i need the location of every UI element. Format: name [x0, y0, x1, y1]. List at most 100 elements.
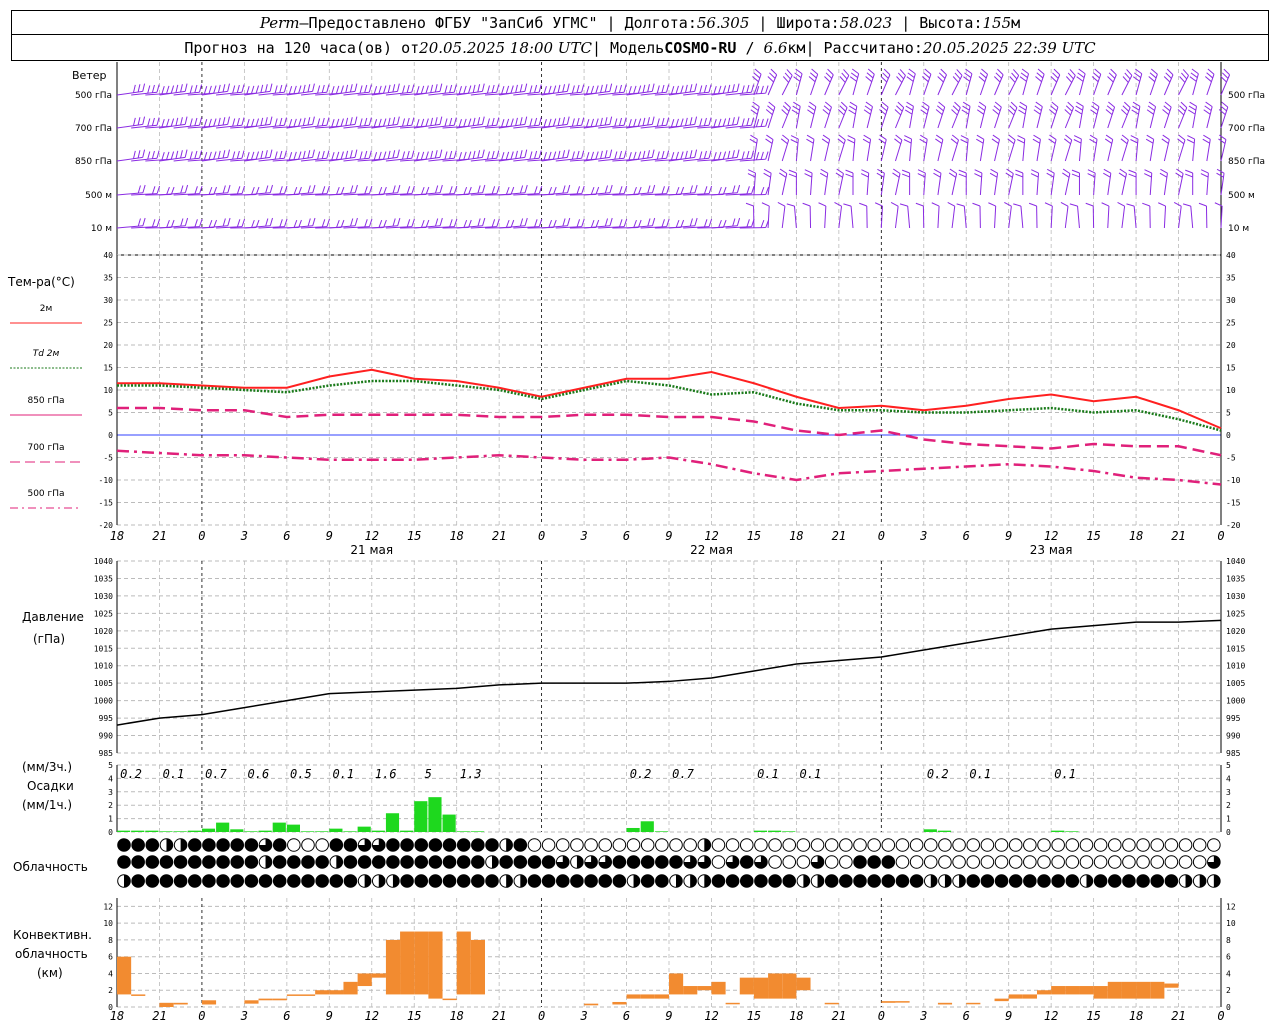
cloud-symbol-fill — [372, 855, 386, 869]
cloud-symbol-fill — [364, 874, 371, 888]
wind-barb — [894, 139, 903, 162]
cloud-symbol-fill — [400, 855, 414, 869]
cloud-symbol — [669, 838, 683, 852]
wind-barb-flag — [1092, 101, 1100, 108]
wind-barb-flag — [335, 118, 340, 127]
precip-total-label: 0.7 — [672, 767, 694, 781]
bottom-hour-label: 15 — [1086, 1009, 1100, 1023]
pressure-ytick-right: 990 — [1226, 732, 1241, 741]
wind-barb-flag — [919, 138, 927, 144]
wind-barb-flag — [765, 109, 773, 115]
precip-bar — [145, 830, 159, 832]
wind-barb-flag — [241, 185, 246, 194]
wind-barb-flag — [1108, 72, 1116, 79]
wind-barb-flag — [1147, 105, 1155, 111]
precip-total-label: 0.1 — [1054, 767, 1076, 781]
wind-barb-flag — [576, 117, 580, 126]
wind-barb-flag — [576, 84, 580, 93]
wind-barb-flag — [948, 172, 957, 178]
wind-barb — [1178, 206, 1182, 229]
wind-barb-flag — [491, 186, 496, 195]
wind-barb-flag — [529, 151, 533, 160]
wind-level-label-right: 700 гПа — [1228, 124, 1265, 134]
wind-barb-flag — [486, 85, 490, 94]
cloud-symbol — [1008, 838, 1023, 852]
wind-barb-flag — [468, 219, 472, 228]
wind-barb-flag — [768, 101, 776, 108]
wind-barb — [965, 73, 973, 96]
wind-barb-flag — [1110, 68, 1117, 76]
wind-barb-flag — [895, 134, 903, 141]
wind-barb-flag — [232, 85, 236, 94]
cloud-symbol-fill — [995, 874, 1008, 888]
cloud-symbol-fill — [485, 874, 499, 888]
wind-barb-flag — [769, 72, 776, 79]
wind-barb-flag — [781, 109, 788, 116]
wind-barb-flag — [1060, 201, 1069, 207]
wind-barb-flag — [609, 116, 613, 125]
cloud-symbol-fill — [230, 838, 244, 852]
cloud-symbol — [1192, 838, 1207, 852]
wind-barb-flag — [823, 105, 831, 112]
cloud-symbol — [1037, 838, 1051, 852]
wind-barb-flag — [156, 117, 160, 126]
bottom-hour-label: 18 — [789, 1009, 803, 1023]
cloud-symbol — [839, 855, 853, 869]
temp-hour-label: 0 — [538, 529, 545, 543]
longitude-value: 56.305 — [696, 13, 750, 32]
wind-barb-flag — [1173, 201, 1182, 207]
wind-barb-flag — [501, 152, 505, 160]
cloud-symbol — [895, 838, 910, 852]
wind-barb-flag — [1118, 172, 1126, 178]
wind-barb-flag — [425, 186, 430, 195]
wind-level-label-left: 10 м — [91, 224, 112, 234]
wind-barb-flag — [453, 150, 457, 159]
conv-ytick-left: 6 — [108, 953, 113, 962]
cloud-symbol — [1051, 855, 1065, 869]
cloud-symbol — [824, 838, 839, 852]
wind-level-label-left: 850 гПа — [75, 157, 112, 167]
wind-barb-flag — [175, 84, 179, 93]
cloud-symbol — [683, 838, 697, 852]
wind-barb-flag — [1006, 168, 1014, 174]
wind-barb-flag — [184, 83, 188, 92]
wind-barb-flag — [411, 218, 415, 227]
temp-ytick-right: 15 — [1226, 364, 1236, 373]
wind-barb — [1064, 75, 1076, 96]
wind-barb-flag — [604, 218, 609, 227]
cloud-symbol — [966, 838, 981, 852]
conv-bar — [584, 1003, 599, 1006]
wind-barb-flag — [364, 219, 368, 228]
wind-barb-flag — [364, 84, 368, 93]
cloud-symbol-fill — [457, 838, 470, 852]
wind-barb-flag — [515, 84, 518, 93]
wind-barb-flag — [1091, 76, 1099, 83]
wind-barb-flag — [1216, 168, 1225, 174]
header-station-row: Perm – Предоставлено ФГБУ "ЗапСиб УГМС" … — [11, 10, 1269, 35]
cloud-symbol-fill — [655, 874, 669, 888]
temp-ytick-right: -5 — [1226, 454, 1236, 463]
cloud-symbol-fill — [188, 838, 202, 852]
wind-barb-flag — [156, 218, 161, 227]
conv-bar — [315, 990, 330, 995]
wind-barb-flag — [227, 116, 230, 125]
cloud-symbol — [923, 855, 938, 869]
wind-barb-flag — [1017, 135, 1025, 140]
cloud-symbol — [909, 855, 924, 869]
wind-barb-flag — [822, 109, 830, 115]
cloud-symbol — [711, 838, 726, 852]
wind-barb-flag — [708, 150, 712, 159]
wind-barb-flag — [255, 118, 260, 127]
precip-bar — [187, 830, 201, 832]
wind-barb-flag — [420, 186, 425, 195]
cloud-symbol — [1122, 855, 1136, 869]
wind-barb-flag — [732, 185, 736, 194]
wind-barb-flag — [1065, 105, 1073, 112]
cloud-symbol-fill — [492, 855, 499, 869]
wind-barb-flag — [378, 186, 383, 195]
wind-barb-flag — [1130, 139, 1138, 144]
cloud-symbol-fill — [400, 838, 414, 852]
wind-barb — [994, 106, 1002, 129]
wind-barb — [951, 206, 956, 229]
wind-barb — [767, 106, 776, 129]
